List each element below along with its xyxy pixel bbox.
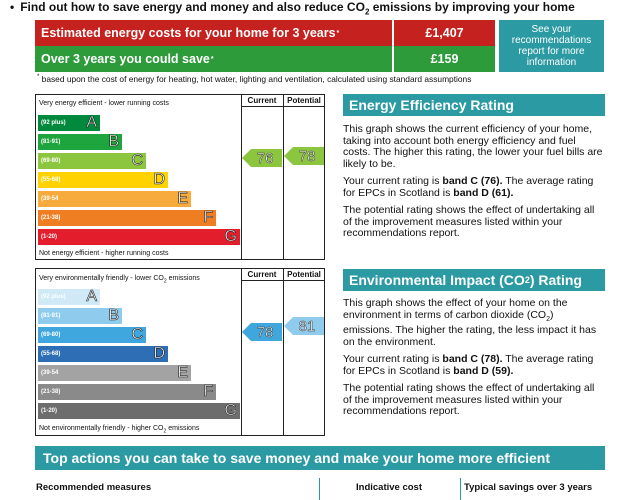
- band-a: (92 plus) A: [38, 288, 100, 305]
- band-e: (39-54 E: [38, 190, 191, 207]
- band-letter: E: [177, 190, 188, 207]
- bullet: •: [10, 0, 15, 14]
- band-range: (39-54: [41, 370, 59, 376]
- potential-rating-arrow: 78: [284, 147, 324, 165]
- band-letter: C: [131, 152, 143, 169]
- band-letter: A: [86, 114, 97, 131]
- band-letter: G: [224, 402, 237, 419]
- col-recommended-measures: Recommended measures: [36, 482, 152, 493]
- see-recommendations-link[interactable]: See your recommendations report for more…: [499, 20, 604, 72]
- energy-paragraph-3: The potential rating shows the effect of…: [343, 204, 595, 239]
- band-f: (21-38) F: [38, 209, 216, 226]
- column-divider: [319, 478, 320, 500]
- environment-paragraph-3: The potential rating shows the effect of…: [343, 382, 595, 418]
- potential-rating-arrow: 81: [284, 317, 324, 335]
- environment-paragraph-2: Your current rating is band C (78). The …: [343, 353, 594, 377]
- savings-label: Over 3 years you could save *: [35, 46, 392, 72]
- band-f: (21-38) F: [38, 383, 216, 400]
- chart-bottom-label: Not energy efficient - higher running co…: [39, 250, 169, 257]
- estimated-costs-row: Estimated energy costs for your home for…: [35, 20, 495, 46]
- current-rating-arrow: 76: [242, 149, 282, 167]
- environment-rating-heading: Environmental Impact (CO 2) Rating: [343, 269, 605, 291]
- band-letter: F: [203, 383, 213, 400]
- band-letter: G: [224, 228, 237, 245]
- band-range: (92 plus): [41, 120, 66, 126]
- estimated-costs-label: Estimated energy costs for your home for…: [35, 20, 392, 46]
- band-letter: D: [153, 345, 165, 362]
- band-range: (1-20): [41, 234, 58, 240]
- band-c: (69-80) C: [38, 326, 146, 343]
- band-d: (55-68) D: [38, 171, 168, 188]
- col-indicative-cost: Indicative cost: [356, 482, 422, 493]
- band-b: (81-91) B: [38, 307, 122, 324]
- band-range: (1-20): [41, 408, 58, 414]
- band-letter: B: [108, 133, 119, 150]
- energy-rating-text: This graph shows the current efficiency …: [343, 123, 605, 246]
- potential-column-header: Potential: [287, 96, 321, 105]
- band-range: (81-91): [41, 139, 61, 145]
- environment-rating-text: This graph shows the effect of your home…: [343, 297, 605, 424]
- band-range: (21-38): [41, 215, 61, 221]
- band-letter: E: [177, 364, 188, 381]
- band-c: (69-80) C: [38, 152, 146, 169]
- band-e: (39-54 E: [38, 364, 191, 381]
- header-text: Find out how to save energy and money an…: [20, 0, 365, 14]
- chart-top-label: Very energy efficient - lower running co…: [39, 100, 169, 107]
- current-rating-arrow: 78: [242, 323, 282, 341]
- energy-rating-heading: Energy Efficiency Rating: [343, 94, 605, 116]
- band-range: (55-68): [41, 351, 61, 357]
- band-g: (1-20) G: [38, 402, 240, 419]
- column-divider: [460, 478, 461, 500]
- band-range: (55-68): [41, 177, 61, 183]
- chart-bottom-label: Not environmentally friendly - higher CO…: [39, 425, 200, 435]
- energy-paragraph-2: Your current rating is band C (76). The …: [343, 175, 594, 199]
- band-letter: F: [203, 209, 213, 226]
- current-column-header: Current: [247, 270, 277, 279]
- band-g: (1-20) G: [38, 228, 240, 245]
- band-b: (81-91) B: [38, 133, 122, 150]
- potential-column-header: Potential: [287, 270, 321, 279]
- col-typical-savings: Typical savings over 3 years: [464, 482, 593, 493]
- energy-efficiency-chart: Current Potential Very energy efficient …: [35, 94, 325, 260]
- current-column-header: Current: [247, 96, 277, 105]
- band-range: (69-80): [41, 158, 61, 164]
- band-range: (69-80): [41, 332, 61, 338]
- energy-paragraph-1: This graph shows the current efficiency …: [343, 123, 603, 170]
- band-letter: B: [108, 307, 119, 324]
- top-actions-banner: Top actions you can take to save money a…: [35, 446, 605, 470]
- band-letter: C: [131, 326, 143, 343]
- band-range: (39-54: [41, 196, 59, 202]
- chart-top-label: Very environmentally friendly - lower CO…: [39, 275, 200, 285]
- savings-row: Over 3 years you could save * £159: [35, 46, 495, 72]
- band-range: (21-38): [41, 389, 61, 395]
- header-line: • Find out how to save energy and money a…: [10, 0, 575, 17]
- footnote: * based upon the cost of energy for heat…: [37, 74, 472, 84]
- environment-paragraph-1: This graph shows the effect of your home…: [343, 297, 597, 348]
- band-letter: D: [153, 171, 165, 188]
- band-a: (92 plus) A: [38, 114, 100, 131]
- band-range: (81-91): [41, 313, 61, 319]
- band-d: (55-68) D: [38, 345, 168, 362]
- band-range: (92 plus): [41, 294, 66, 300]
- environmental-impact-chart: Current Potential Very environmentally f…: [35, 268, 325, 436]
- savings-value: £159: [394, 46, 495, 72]
- band-letter: A: [86, 288, 97, 305]
- estimated-costs-value: £1,407: [394, 20, 495, 46]
